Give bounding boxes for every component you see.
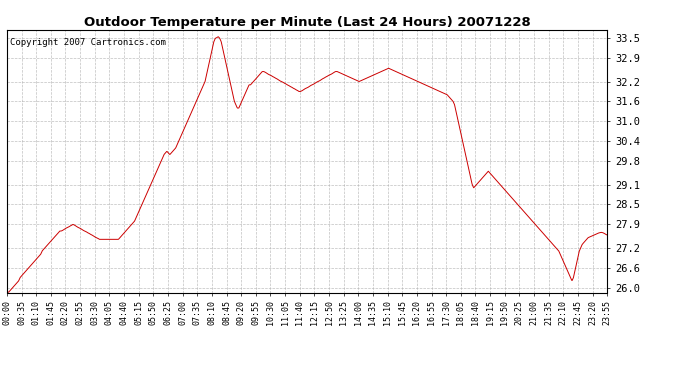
Text: Copyright 2007 Cartronics.com: Copyright 2007 Cartronics.com bbox=[10, 38, 166, 47]
Title: Outdoor Temperature per Minute (Last 24 Hours) 20071228: Outdoor Temperature per Minute (Last 24 … bbox=[83, 16, 531, 29]
